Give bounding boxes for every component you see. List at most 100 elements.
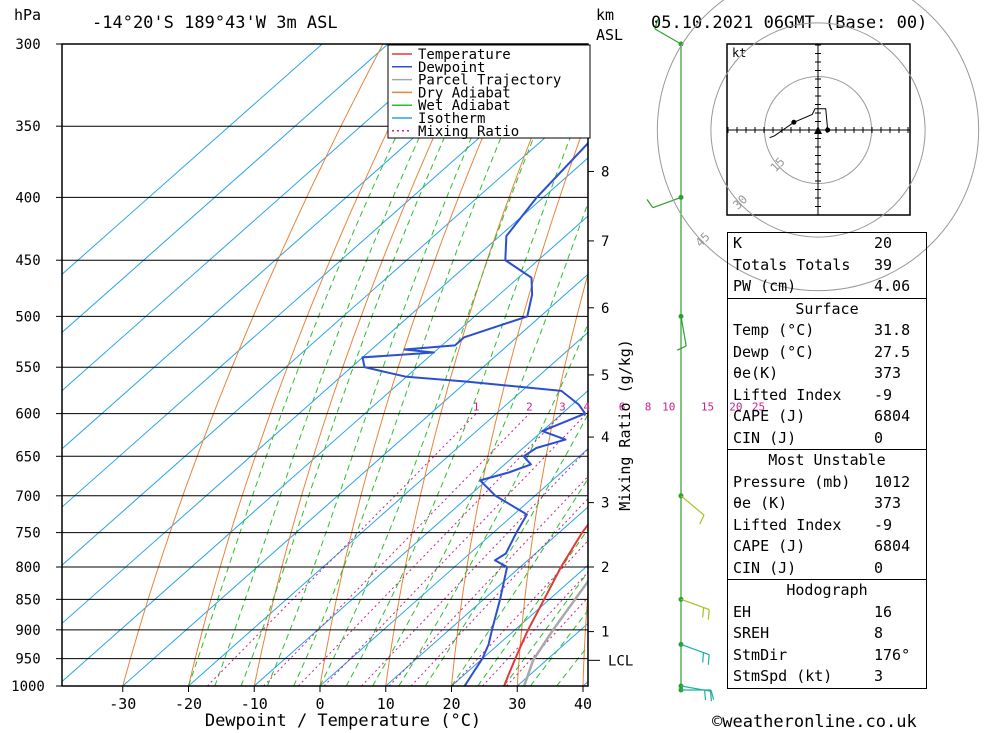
index-label: EH: [733, 602, 752, 621]
index-value: 373: [874, 364, 902, 382]
index-section-title: Most Unstable: [768, 451, 886, 469]
wind-barb-flag: [702, 652, 705, 663]
location-title: -14°20'S 189°43'W 3m ASL: [92, 13, 338, 33]
index-label: Lifted Index: [733, 385, 842, 404]
index-row: Dewp (°C) 27.5: [728, 342, 926, 364]
km-unit-label: km: [596, 6, 614, 24]
wind-barb-flag: [704, 690, 707, 701]
wet-adiabat-line: [503, 571, 588, 686]
hodograph-ring: [710, 22, 926, 238]
wet-adiabat-line: [372, 201, 588, 686]
isotherm-line: [187, 331, 588, 686]
general-indices-block: K 20 Totals Totals 39 PW (cm) 4.06: [727, 232, 927, 299]
index-value: -9: [874, 385, 893, 404]
index-section-title: Surface: [795, 299, 859, 318]
dry-adiabat-line: [582, 586, 588, 686]
asl-label: ASL: [596, 26, 623, 44]
mixing-ratio-line: [482, 571, 588, 686]
index-label: CIN (J): [733, 558, 797, 577]
index-row: CIN (J) 0: [728, 428, 926, 450]
credit-text: ©weatheronline.co.uk: [712, 712, 917, 732]
dry-adiabat-line: [187, 44, 431, 686]
index-value: 20: [874, 234, 893, 252]
pressure-unit-label: hPa: [14, 6, 41, 24]
index-row: K 20: [728, 233, 926, 255]
legend-entry: Dewpoint: [418, 60, 485, 76]
isotherm-line: [384, 506, 588, 686]
index-row: Totals Totals 39: [728, 255, 926, 277]
index-value: 16: [874, 602, 893, 621]
km-tick-label: 6: [601, 301, 609, 317]
dry-adiabat-line: [385, 44, 570, 686]
hodograph-unit-label: kt: [732, 46, 746, 60]
pressure-tick-label: 800: [15, 560, 40, 576]
dry-adiabat-line: [253, 44, 477, 686]
index-row: EH 16: [728, 602, 926, 624]
index-value: 176°: [874, 645, 911, 664]
wet-adiabat-line: [477, 528, 588, 686]
index-label: θe (K): [733, 494, 788, 512]
temperature-tick-label: 20: [442, 695, 460, 713]
mixing-ratio-label: 8: [645, 401, 652, 414]
km-tick-label: 2: [601, 560, 609, 576]
index-label: SREH: [733, 624, 770, 642]
index-label: CAPE (J): [733, 537, 806, 555]
wind-barb-shaft: [680, 495, 705, 516]
mixing-ratio-label: 1: [473, 401, 480, 414]
pressure-tick-label: 900: [15, 623, 40, 639]
index-section-title: Hodograph: [786, 581, 868, 599]
wet-adiabat-line: [293, 44, 542, 686]
mixing-ratio-label: 15: [701, 401, 714, 414]
index-label: K: [733, 234, 743, 252]
index-value: -9: [874, 515, 893, 534]
dry-adiabat-line: [952, 7, 996, 712]
temperature-tick-label: 30: [508, 695, 526, 713]
mixing-ratio-label: 25: [752, 401, 765, 414]
isotherm-line: [253, 389, 588, 686]
mixing-ratio-axis-title: Mixing Ratio (g/kg): [616, 339, 634, 511]
wind-barb-shaft: [680, 598, 710, 611]
mixing-ratio-line: [388, 475, 588, 686]
isotherm-line: [62, 44, 455, 392]
plot-background: [62, 44, 588, 686]
storm-motion-marker: [814, 126, 822, 134]
wind-barb-flag: [707, 654, 710, 665]
index-row: SREH 8: [728, 623, 926, 645]
index-row: StmDir 176°: [728, 645, 926, 667]
km-tick-label: 4: [601, 430, 609, 446]
mixing-ratio-line: [410, 497, 588, 686]
index-row: Pressure (mb) 1012: [728, 472, 926, 494]
index-value: 0: [874, 428, 884, 447]
legend-entry: Isotherm: [418, 111, 485, 127]
dry-adiabat-line: [122, 44, 384, 686]
pressure-tick-label: 950: [15, 652, 40, 668]
isotherm-line: [62, 215, 588, 683]
legend-entry: Temperature: [418, 47, 511, 63]
series-line-dewpoint: [361, 141, 588, 686]
index-value: 3: [874, 667, 884, 685]
dry-adiabat-line: [516, 272, 588, 686]
wind-barb-flag: [654, 19, 659, 30]
wind-barb-flag: [707, 609, 710, 620]
mixing-ratio-label: 6: [619, 401, 626, 414]
index-label: Temp (°C): [733, 321, 815, 339]
index-label: PW (cm): [733, 277, 797, 295]
index-value: 8: [874, 624, 884, 642]
legend-entry: Mixing Ratio: [418, 124, 519, 140]
pressure-tick-label: 450: [15, 253, 40, 269]
km-tick-label: 3: [601, 496, 609, 512]
temperature-tick-label: -30: [109, 695, 136, 713]
index-row: Lifted Index -9: [728, 515, 926, 537]
pressure-tick-label: 1000: [11, 679, 45, 695]
indices-panel: K 20 Totals Totals 39 PW (cm) 4.06 Surface Temp…: [727, 232, 927, 689]
isotherm-line: [62, 44, 323, 275]
pressure-tick-label: 400: [15, 190, 40, 206]
wind-barb-flag: [702, 607, 705, 618]
km-tick-label: 5: [601, 368, 609, 384]
plot-frame: [61, 43, 589, 687]
index-row: CAPE (J) 6804: [728, 536, 926, 558]
dry-adiabat-line: [319, 44, 524, 686]
index-row: CAPE (J) 6804: [728, 406, 926, 428]
temperature-tick-label: -20: [175, 695, 202, 713]
